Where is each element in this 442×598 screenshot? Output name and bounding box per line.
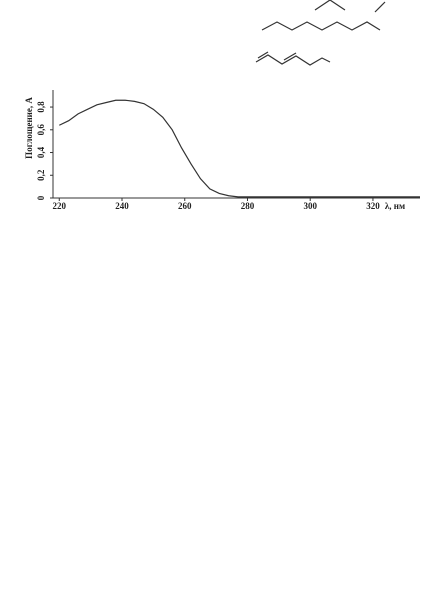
x-tick-label: 240 (115, 201, 129, 211)
y-axis-label: Поглощение, A (24, 97, 34, 159)
x-tick-label: 280 (241, 201, 255, 211)
x-axis-label: λ, нм (385, 201, 405, 211)
x-tick-label: 320 (366, 201, 380, 211)
y-tick-label: 0 (36, 195, 46, 200)
structure-4-double (257, 51, 269, 59)
molecule-structures (255, 0, 386, 66)
y-tick-label: 0,2 (36, 169, 46, 181)
spectrum-line (59, 99, 420, 198)
x-tick-label: 300 (303, 201, 317, 211)
structure-2 (374, 1, 386, 13)
structure-4 (255, 54, 331, 66)
structure-4-double (283, 52, 297, 61)
structure-1 (314, 0, 346, 11)
x-tick-label: 220 (53, 201, 67, 211)
y-tick-label: 0,6 (36, 124, 46, 136)
x-tick-label: 260 (178, 201, 192, 211)
structure-3 (261, 21, 381, 31)
y-tick-label: 0,4 (36, 146, 46, 158)
y-tick-label: 0,8 (36, 101, 46, 113)
